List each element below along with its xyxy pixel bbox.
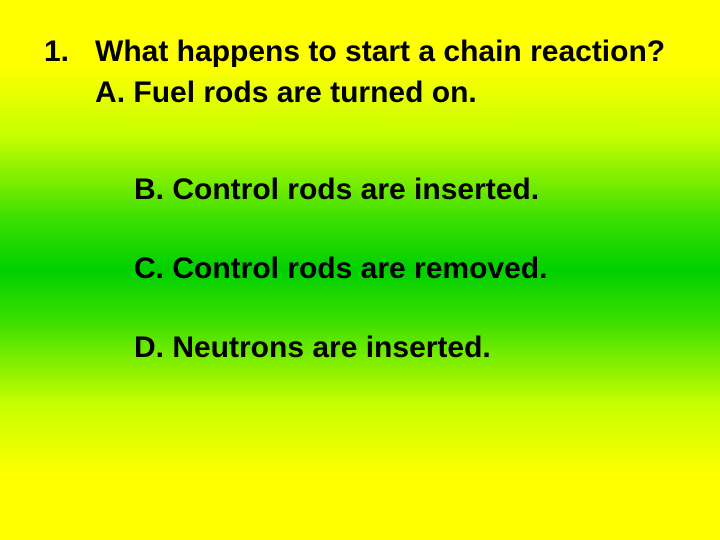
option-b: B. Control rods are inserted. bbox=[134, 170, 676, 209]
options-group: B. Control rods are inserted. C. Control… bbox=[134, 170, 676, 367]
option-c: C. Control rods are removed. bbox=[134, 249, 676, 288]
question-text: What happens to start a chain reaction? bbox=[95, 32, 676, 71]
question-row: 1. What happens to start a chain reactio… bbox=[44, 32, 676, 112]
slide-container: 1. What happens to start a chain reactio… bbox=[0, 0, 720, 540]
option-d: D. Neutrons are inserted. bbox=[134, 328, 676, 367]
question-number: 1. bbox=[44, 32, 69, 71]
question-body: What happens to start a chain reaction? … bbox=[95, 32, 676, 112]
option-a: A. Fuel rods are turned on. bbox=[95, 73, 676, 112]
